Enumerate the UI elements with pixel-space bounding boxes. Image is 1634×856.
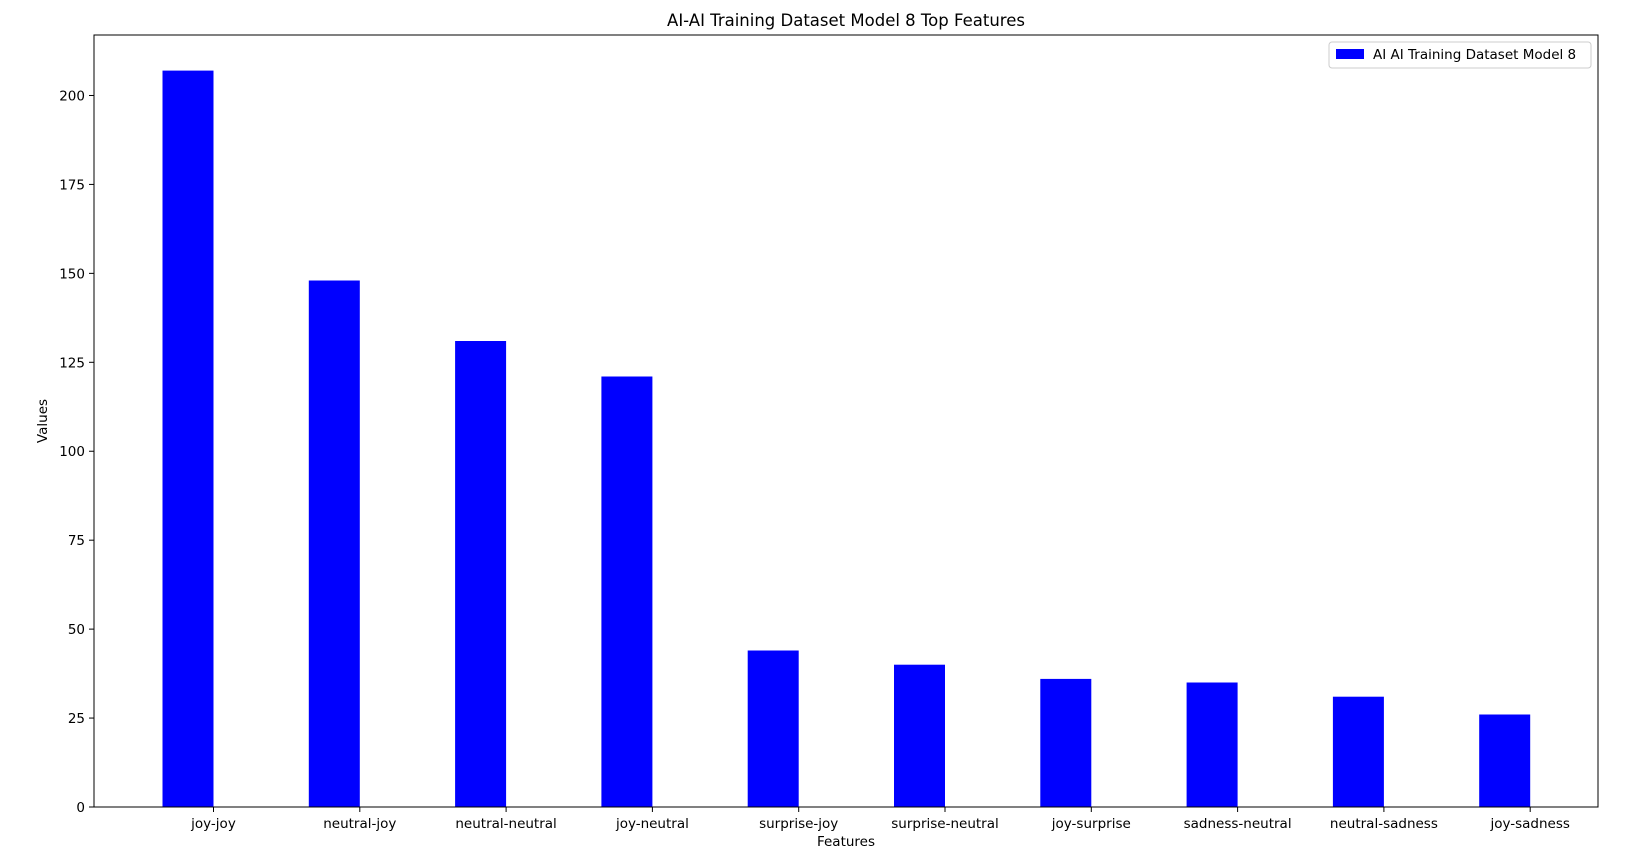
x-tick-label: joy-surprise xyxy=(1051,816,1131,832)
x-tick-label: joy-joy xyxy=(190,816,236,832)
bar-joy-joy xyxy=(162,70,214,808)
legend-box xyxy=(1328,41,1592,69)
x-axis-label: Features xyxy=(817,834,875,850)
legend-label: AI AI Training Dataset Model 8 xyxy=(1373,47,1576,63)
y-axis: 0 25 50 75 100 125 150 175 200 xyxy=(59,88,94,816)
bar-neutral-joy xyxy=(308,280,360,807)
y-axis-label: Values xyxy=(35,399,51,443)
bar-surprise-neutral xyxy=(894,664,945,807)
y-tick-label: 175 xyxy=(59,177,85,193)
y-tick-label: 0 xyxy=(76,800,85,816)
y-tick-label: 100 xyxy=(59,444,85,460)
x-tick-label: surprise-neutral xyxy=(891,816,999,832)
bars-layer xyxy=(162,70,1531,808)
bar-joy-surprise xyxy=(1040,678,1092,807)
plot-frame xyxy=(93,34,1599,808)
y-tick-label: 75 xyxy=(68,533,85,549)
x-tick-label: neutral-joy xyxy=(323,816,396,832)
y-tick-label: 200 xyxy=(59,88,85,104)
legend: AI AI Training Dataset Model 8 xyxy=(1328,41,1592,69)
x-tick-label: sadness-neutral xyxy=(1184,816,1292,832)
bar-surprise-joy xyxy=(747,650,799,807)
x-tick-label: joy-neutral xyxy=(615,816,689,832)
x-tick-label: surprise-joy xyxy=(759,816,838,832)
x-tick-label: neutral-sadness xyxy=(1330,816,1438,832)
x-axis: joy-joy neutral-joy neutral-neutral joy-neu… xyxy=(190,807,1570,832)
legend-swatch xyxy=(1336,49,1364,59)
bar-joy-sadness xyxy=(1479,714,1531,807)
y-tick-label: 25 xyxy=(68,711,85,727)
y-tick-label: 125 xyxy=(59,355,85,371)
y-tick-label: 150 xyxy=(59,266,85,282)
y-tick-label: 50 xyxy=(68,622,85,638)
x-tick-label: neutral-neutral xyxy=(455,816,556,832)
bar-joy-neutral xyxy=(601,376,653,807)
bar-neutral-neutral xyxy=(455,341,507,807)
bar-sadness-neutral xyxy=(1186,682,1238,807)
x-tick-label: joy-sadness xyxy=(1489,816,1569,832)
bar-neutral-sadness xyxy=(1332,696,1384,807)
chart-title: AI-AI Training Dataset Model 8 Top Featu… xyxy=(667,11,1025,30)
